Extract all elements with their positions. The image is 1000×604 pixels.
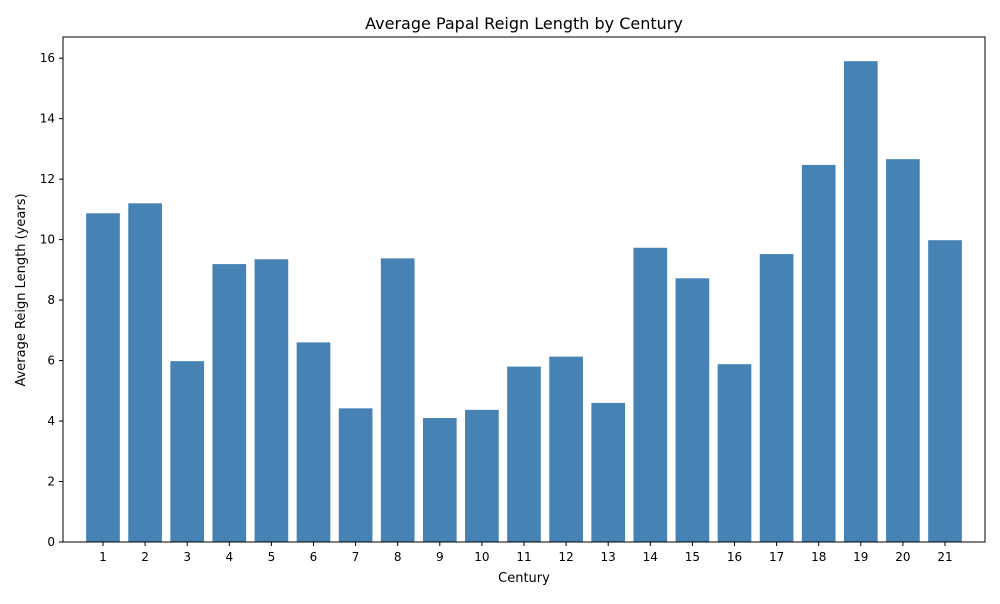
bar-century-5 xyxy=(254,259,289,542)
y-tick-label: 10 xyxy=(40,233,55,247)
bar-century-4 xyxy=(212,264,247,542)
x-tick-label: 10 xyxy=(474,550,489,564)
x-tick-label: 4 xyxy=(225,550,233,564)
x-tick-label: 17 xyxy=(769,550,784,564)
bar-century-10 xyxy=(465,409,499,542)
x-tick-label: 12 xyxy=(558,550,573,564)
x-tick-label: 3 xyxy=(183,550,191,564)
bar-century-21 xyxy=(928,240,962,542)
x-axis: 1 2 3 4 5 6 7 8 9 10 11 12 13 14 15 16 17 18 19 20 21 xyxy=(99,542,953,564)
bar-century-18 xyxy=(801,164,836,542)
bar-century-14 xyxy=(633,247,668,542)
chart-title: Average Papal Reign Length by Century xyxy=(365,14,683,33)
y-tick-label: 2 xyxy=(47,475,55,489)
x-axis-label: Century xyxy=(498,571,550,586)
y-tick-label: 6 xyxy=(47,354,55,368)
x-tick-label: 2 xyxy=(141,550,149,564)
y-axis: 0 2 4 6 8 10 12 14 16 xyxy=(40,51,63,549)
plot-frame xyxy=(62,36,986,543)
x-tick-label: 9 xyxy=(436,550,444,564)
y-tick-label: 4 xyxy=(47,414,55,428)
x-tick-label: 11 xyxy=(516,550,531,564)
x-tick-label: 18 xyxy=(811,550,826,564)
bars-group xyxy=(86,61,962,543)
x-tick-label: 5 xyxy=(268,550,276,564)
x-tick-label: 14 xyxy=(643,550,658,564)
bar-century-6 xyxy=(296,342,331,542)
x-tick-label: 1 xyxy=(99,550,107,564)
x-tick-label: 8 xyxy=(394,550,402,564)
bar-century-1 xyxy=(86,213,120,543)
bar-century-3 xyxy=(170,361,205,542)
bar-century-8 xyxy=(380,258,415,542)
x-tick-label: 21 xyxy=(937,550,952,564)
y-tick-label: 0 xyxy=(47,535,55,549)
bar-century-17 xyxy=(759,254,794,543)
bar-century-13 xyxy=(591,402,626,542)
bar-century-19 xyxy=(843,61,878,542)
bar-century-11 xyxy=(507,366,541,542)
bar-century-15 xyxy=(675,278,710,542)
bar-century-9 xyxy=(422,418,457,542)
y-tick-label: 8 xyxy=(47,293,55,307)
bar-century-7 xyxy=(338,408,373,542)
y-axis-label: Average Reign Length (years) xyxy=(14,193,29,386)
x-tick-label: 7 xyxy=(352,550,360,564)
y-tick-label: 12 xyxy=(40,172,55,186)
y-tick-label: 14 xyxy=(40,112,55,126)
y-tick-label: 16 xyxy=(40,51,55,65)
bar-century-16 xyxy=(717,364,752,542)
x-tick-label: 20 xyxy=(895,550,910,564)
bar-century-20 xyxy=(886,159,920,542)
bar-century-12 xyxy=(549,356,583,542)
x-tick-label: 15 xyxy=(685,550,700,564)
x-tick-label: 16 xyxy=(727,550,742,564)
x-tick-label: 6 xyxy=(310,550,318,564)
x-tick-label: 19 xyxy=(853,550,868,564)
bar-century-2 xyxy=(128,203,162,542)
x-tick-label: 13 xyxy=(601,550,616,564)
